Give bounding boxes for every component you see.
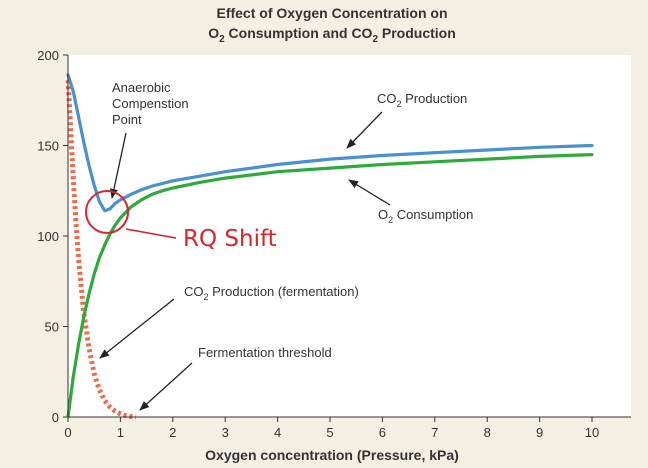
x-tick-label: 5 [326,425,333,440]
anaerobic-label-line1: Anaerobic [112,80,171,95]
x-tick-label: 7 [431,425,438,440]
fermentation-label: CO2 Production (fermentation) [184,284,359,302]
x-tick-label: 3 [222,425,229,440]
x-tick-label: 9 [536,425,543,440]
anaerobic-label-line3: Point [112,112,142,127]
co2-production-line [66,73,594,213]
x-axis-label: Oxygen concentration (Pressure, kPa) [205,447,459,463]
arrow-fermentation [99,298,175,359]
x-tick-label: 8 [484,425,491,440]
y-tick-label: 100 [37,229,59,244]
x-tick-label: 0 [64,425,71,440]
arrow-threshold [139,362,193,411]
o2-consumption-label: O2 Consumption [378,207,473,225]
anaerobic-label-line2: Compenstion [112,96,189,111]
o2-consumption-line [66,153,594,419]
chart-title-line1: Effect of Oxygen Concentration on [216,5,447,21]
arrow-o2-consumption [348,179,391,206]
y-tick-label: 0 [52,410,59,425]
arrow-anaerobic [109,132,127,199]
x-tick-label: 2 [169,425,176,440]
y-tick-label: 50 [45,320,59,335]
rq-shift-connector [125,228,177,239]
arrow-co2-production [346,111,383,149]
series-lines [65,73,594,420]
y-tick-label: 200 [37,48,59,63]
rq-shift-label: RQ Shift [183,226,277,252]
y-tick-label: 150 [37,139,59,154]
x-tick-label: 10 [585,425,599,440]
rq-shift-circle [85,190,129,234]
x-tick-label: 1 [117,425,124,440]
co2-production-label: CO2 Production [377,91,467,109]
chart-title-line2: O2 Consumption and CO2 Production [208,25,456,45]
x-tick-label: 4 [274,425,281,440]
fermentation-threshold-label: Fermentation threshold [198,345,332,360]
x-tick-label: 6 [379,425,386,440]
